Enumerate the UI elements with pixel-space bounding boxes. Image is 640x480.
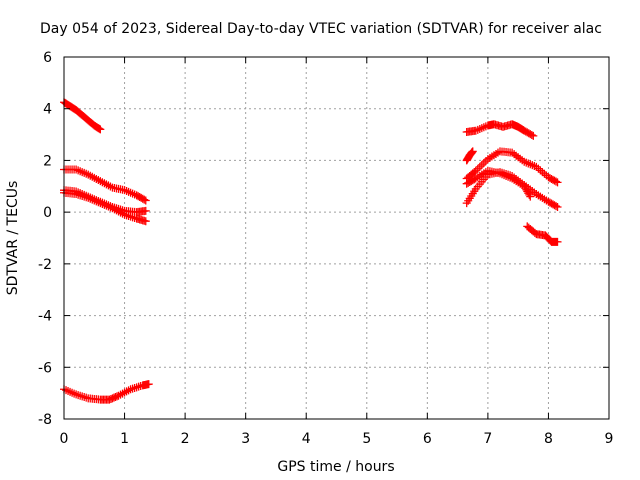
x-tick-label: 1 [120, 431, 129, 447]
y-axis-label: SDTVAR / TECUs [5, 181, 21, 296]
x-tick-label: 6 [423, 431, 432, 447]
data-point [468, 147, 477, 156]
series-track-4 [60, 188, 150, 226]
series-track-6 [462, 120, 538, 140]
series-track-7 [462, 147, 562, 187]
data-markers [60, 98, 562, 404]
y-tick-label: 4 [43, 102, 52, 118]
data-point [552, 177, 561, 186]
x-tick-label: 0 [60, 431, 69, 447]
data-point [140, 195, 149, 204]
data-point [475, 162, 484, 171]
series-track-9 [462, 166, 535, 201]
data-point [141, 206, 150, 215]
y-tick-label: 6 [43, 50, 52, 66]
data-point [527, 131, 536, 140]
data-point [552, 202, 561, 211]
data-point [553, 202, 562, 211]
x-tick-label: 5 [362, 431, 371, 447]
y-tick-label: 0 [43, 205, 52, 221]
grid [64, 57, 609, 419]
x-tick-label: 3 [241, 431, 250, 447]
plot-frame [63, 56, 610, 420]
data-point [144, 380, 153, 389]
y-tick-label: 2 [43, 153, 52, 169]
x-tick-label: 7 [483, 431, 492, 447]
series-track-5 [60, 380, 153, 404]
x-tick-label: 9 [605, 431, 614, 447]
data-point [96, 125, 105, 134]
y-tick-label: -2 [38, 257, 52, 273]
x-tick-label: 2 [181, 431, 190, 447]
chart-title: Day 054 of 2023, Sidereal Day-to-day VTE… [40, 21, 602, 37]
series-track-10 [462, 147, 477, 165]
data-point [141, 196, 150, 205]
data-point [525, 190, 534, 199]
series-track-2 [60, 165, 150, 205]
y-tick-label: -6 [38, 360, 52, 376]
y-tick-label: -8 [38, 412, 52, 428]
data-point [479, 159, 488, 168]
data-point [526, 192, 535, 201]
y-tick-label: -4 [38, 309, 52, 325]
data-point [553, 178, 562, 187]
y-axis-ticks: -8 -6 -4 -2 0 2 4 6 [38, 50, 609, 428]
x-tick-label: 4 [302, 431, 311, 447]
series-track-1 [60, 98, 105, 134]
series-track-11 [523, 222, 562, 246]
x-axis-label: GPS time / hours [277, 459, 394, 475]
data-point [553, 237, 562, 246]
data-point [141, 217, 150, 226]
data-point [529, 131, 538, 140]
x-tick-label: 8 [544, 431, 553, 447]
data-point [477, 160, 486, 169]
